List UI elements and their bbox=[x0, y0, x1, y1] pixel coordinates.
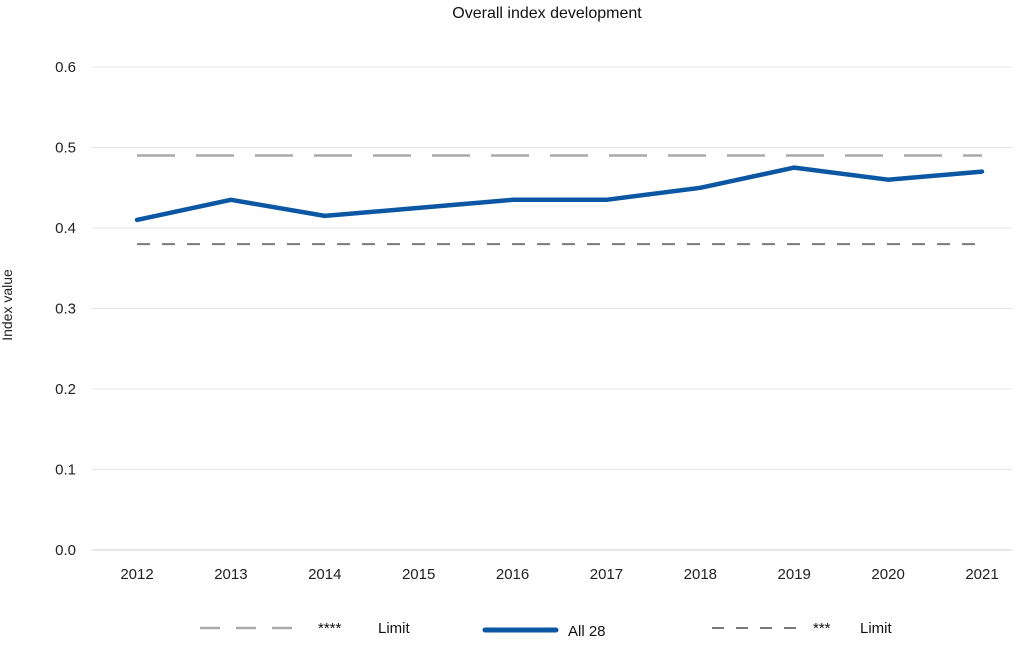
y-tick-label: 0.1 bbox=[55, 462, 76, 479]
y-tick-label: 0.6 bbox=[55, 59, 76, 76]
x-tick-label: 2017 bbox=[590, 566, 623, 583]
y-tick-label: 0.3 bbox=[55, 301, 76, 318]
x-tick-label: 2016 bbox=[496, 566, 529, 583]
y-tick-label: 0.2 bbox=[55, 381, 76, 398]
axis-ticks: 0.0 0.1 0.2 0.3 0.4 0.5 0.6 2012 2013 2014 2015 201… bbox=[55, 59, 999, 583]
reference-lines bbox=[137, 154, 982, 246]
legend-limit-3-label: Limit bbox=[860, 620, 893, 637]
chart-title: Overall index development bbox=[452, 5, 642, 22]
y-axis-label: Index value bbox=[0, 269, 15, 341]
y-tick-label: 0.5 bbox=[55, 140, 76, 157]
series-lines bbox=[134, 165, 985, 223]
x-tick-label: 2020 bbox=[871, 566, 904, 583]
legend-limit-4-stars: **** bbox=[318, 620, 342, 637]
x-tick-label: 2015 bbox=[402, 566, 435, 583]
legend: **** Limit All 28 *** Limit bbox=[200, 620, 893, 640]
legend-limit-4-label: Limit bbox=[378, 620, 411, 637]
x-tick-label: 2012 bbox=[120, 566, 153, 583]
y-tick-label: 0.0 bbox=[55, 542, 76, 559]
x-tick-label: 2013 bbox=[214, 566, 247, 583]
y-tick-label: 0.4 bbox=[55, 220, 76, 237]
x-tick-label: 2014 bbox=[308, 566, 341, 583]
legend-limit-3-stars: *** bbox=[813, 620, 831, 637]
x-tick-label: 2021 bbox=[965, 566, 998, 583]
x-tick-label: 2019 bbox=[778, 566, 811, 583]
series-line-all-28 bbox=[134, 165, 985, 223]
gridlines bbox=[92, 66, 1012, 551]
legend-all-28-label: All 28 bbox=[568, 623, 606, 640]
x-tick-label: 2018 bbox=[684, 566, 717, 583]
